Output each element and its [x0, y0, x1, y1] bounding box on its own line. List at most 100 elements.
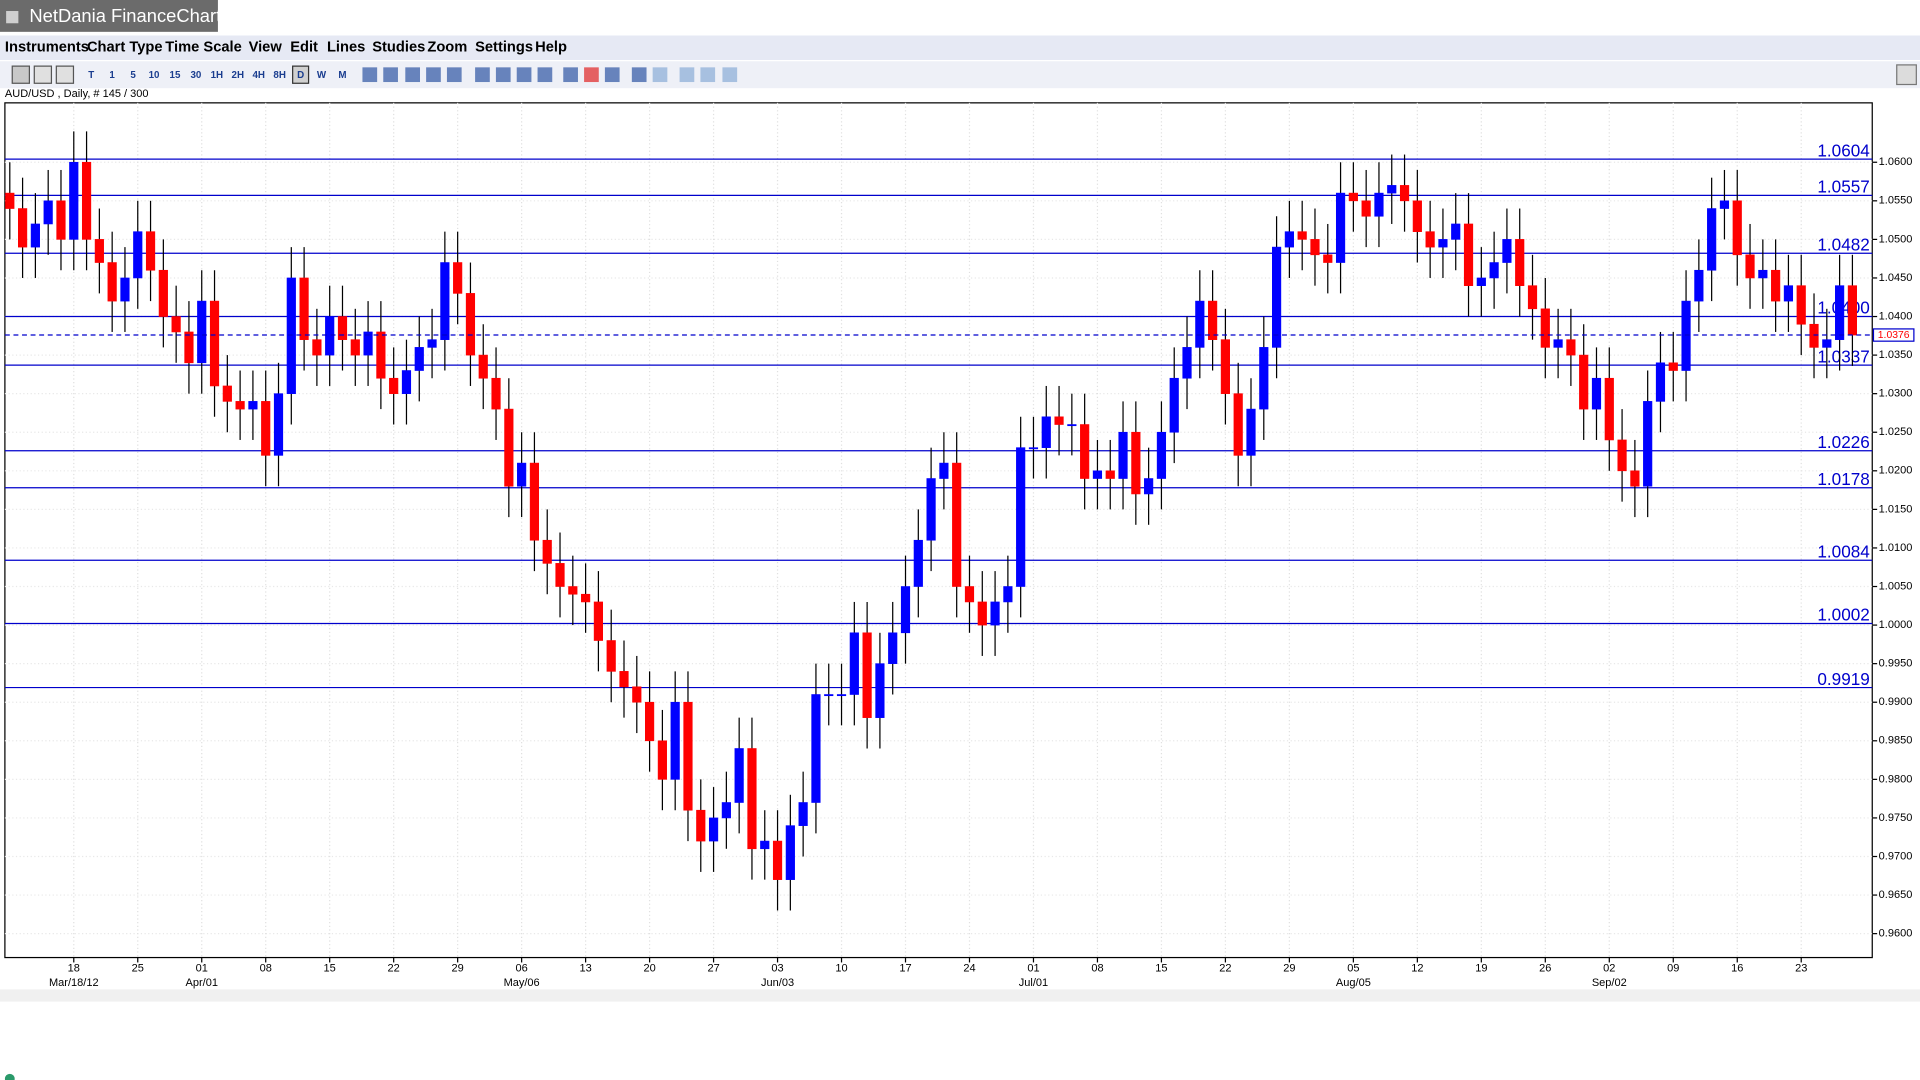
tool-button-label[interactable]: 2H: [232, 70, 245, 81]
status-bar: [0, 989, 1920, 1002]
candle-body: [1707, 208, 1717, 271]
menu-item[interactable]: Settings: [475, 40, 533, 56]
tool-button-label[interactable]: D: [297, 70, 304, 81]
y-tick-label: 1.0050: [1879, 580, 1913, 592]
tool-icon[interactable]: [475, 67, 490, 83]
tool-icon[interactable]: [700, 67, 716, 83]
tool-button[interactable]: [229, 66, 246, 84]
candle-body: [645, 701, 655, 742]
tool-icon[interactable]: [362, 67, 378, 83]
tool-icon[interactable]: [405, 67, 420, 83]
tool-button[interactable]: [83, 66, 100, 84]
candle-body: [440, 262, 450, 340]
candle-body: [696, 809, 706, 842]
candle-body: [1681, 300, 1691, 371]
level-label: 1.0002: [1817, 605, 1869, 625]
candle-body: [1694, 269, 1704, 302]
tool-icon[interactable]: [55, 65, 75, 84]
tool-button[interactable]: [313, 66, 330, 84]
tool-button[interactable]: [187, 66, 204, 84]
tool-button[interactable]: [271, 66, 288, 84]
toolbar: [0, 61, 1920, 89]
menu-item[interactable]: Help: [535, 40, 567, 56]
tool-icon[interactable]: [446, 67, 462, 83]
candle-body: [1246, 408, 1256, 456]
candle-body: [1041, 416, 1051, 448]
menu-item[interactable]: Zoom: [427, 40, 467, 56]
candle-body: [1233, 393, 1243, 456]
tool-button-label[interactable]: M: [338, 70, 346, 81]
tool-button[interactable]: [125, 66, 142, 84]
tool-button[interactable]: [292, 65, 310, 84]
tool-button-label[interactable]: T: [88, 70, 94, 81]
level-label: 0.9919: [1817, 669, 1869, 689]
candle-body: [1438, 239, 1448, 248]
tool-icon[interactable]: [604, 67, 620, 83]
menu-item[interactable]: Time Scale: [165, 40, 241, 56]
menu-item[interactable]: Instruments: [5, 40, 89, 56]
tool-button[interactable]: [208, 66, 225, 84]
tool-button-label[interactable]: 1: [109, 70, 115, 81]
y-tick-label: 1.0350: [1879, 349, 1913, 361]
menu-item[interactable]: Studies: [372, 40, 425, 56]
tool-icon[interactable]: [383, 67, 398, 83]
tool-icon[interactable]: [11, 65, 30, 84]
y-tick-label: 1.0550: [1879, 195, 1913, 207]
candle-body: [1348, 192, 1358, 202]
level-label: 1.0226: [1817, 432, 1869, 452]
candle-body: [1156, 431, 1167, 479]
tool-button-label[interactable]: 1H: [211, 70, 224, 81]
menu-item[interactable]: View: [249, 40, 283, 56]
candle-body: [619, 671, 629, 688]
candle-body: [926, 478, 936, 541]
tool-icon[interactable]: [563, 67, 578, 83]
tool-icon[interactable]: [679, 67, 695, 83]
x-tick-label: 03: [771, 962, 783, 974]
tool-button-label[interactable]: 15: [170, 70, 181, 81]
tool-icon[interactable]: [722, 67, 738, 83]
month-label: Mar/18/12: [49, 977, 99, 989]
candle-body: [683, 701, 693, 811]
y-tick-label: 1.0400: [1879, 310, 1913, 322]
tool-button-label[interactable]: W: [317, 70, 327, 81]
tool-button[interactable]: [250, 66, 267, 84]
tool-icon[interactable]: [516, 67, 532, 83]
y-tick-label: 0.9850: [1879, 735, 1913, 747]
tool-icon[interactable]: [631, 67, 647, 83]
tool-button[interactable]: [146, 66, 162, 84]
menu-item[interactable]: Lines: [327, 40, 365, 56]
candle-body: [849, 632, 859, 695]
menu-item[interactable]: Chart Type: [87, 40, 163, 56]
candle-body: [1451, 223, 1461, 240]
candle-body: [1323, 254, 1333, 263]
tool-button-label[interactable]: 10: [149, 70, 160, 81]
y-tick-label: 0.9950: [1879, 658, 1913, 670]
tool-icon[interactable]: [584, 67, 599, 83]
candle-body: [120, 277, 130, 302]
panel-button[interactable]: [1896, 64, 1917, 86]
tool-button[interactable]: [334, 66, 351, 84]
tool-icon[interactable]: [33, 65, 53, 84]
tool-button[interactable]: [167, 66, 183, 84]
tool-button-label[interactable]: 5: [130, 70, 136, 81]
level-label: 1.0482: [1817, 234, 1869, 254]
tool-button-label[interactable]: 8H: [273, 70, 286, 81]
tool-icon[interactable]: [652, 67, 668, 83]
tool-icon[interactable]: [495, 67, 511, 83]
tool-icon[interactable]: [537, 67, 553, 83]
tool-button-label[interactable]: 4H: [252, 70, 265, 81]
x-tick-label: 22: [388, 962, 400, 974]
x-tick-label: 15: [324, 962, 336, 974]
menu-item[interactable]: Edit: [290, 40, 318, 56]
tool-button-label[interactable]: 30: [190, 70, 201, 81]
y-tick-label: 0.9700: [1879, 850, 1913, 862]
tool-button[interactable]: [104, 66, 121, 84]
candle-body: [708, 817, 719, 842]
candle-body: [5, 192, 15, 209]
status-icon: [4, 1073, 15, 1080]
candle-body: [1822, 339, 1832, 348]
candle-body: [401, 370, 412, 394]
x-tick-label: 01: [196, 962, 208, 974]
tool-icon[interactable]: [426, 67, 441, 83]
